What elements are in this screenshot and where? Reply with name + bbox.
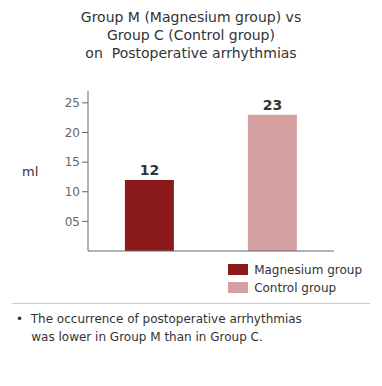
html-text:• The occurrence of postoperat: • The occurrence of postoperative arrhyt… (16, 311, 302, 326)
svg-text:15: 15 (65, 155, 80, 169)
svg-text:12: 12 (140, 161, 159, 177)
svg-text:05: 05 (65, 214, 80, 228)
svg-text:23: 23 (263, 96, 282, 112)
html-text:was lower in Group M than in G: was lower in Group M than in Group C. (16, 329, 263, 344)
svg-text:ml: ml (22, 163, 38, 178)
svg-text:10: 10 (65, 185, 80, 199)
html-text:Control group: Control group (254, 280, 337, 295)
svg-text:25: 25 (65, 96, 80, 110)
svg-text:20: 20 (65, 125, 80, 139)
html-text:Magnesium group: Magnesium group (254, 262, 362, 277)
html-text:Group M (Magnesium group) vs G: Group M (Magnesium group) vs Group C (Co… (80, 9, 302, 62)
